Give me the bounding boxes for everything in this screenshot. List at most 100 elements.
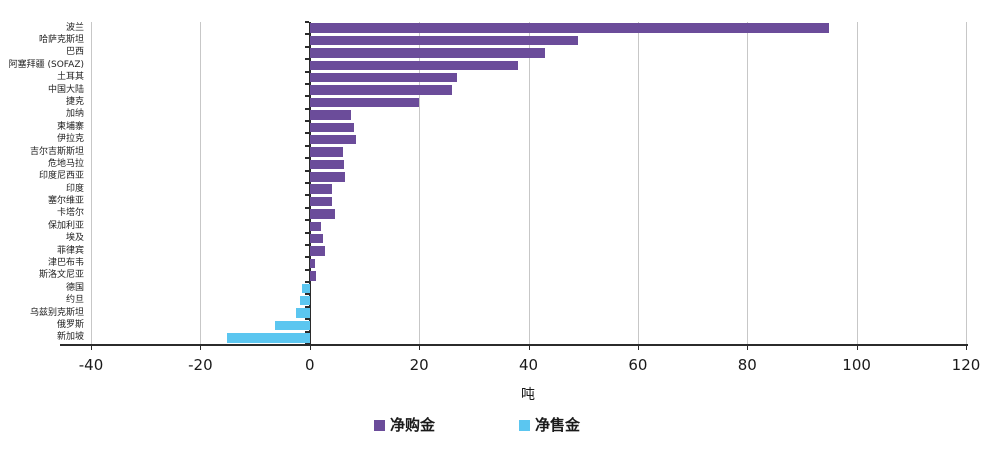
- bar: [309, 122, 355, 133]
- category-axis-tick: [304, 231, 309, 234]
- category-label: 津巴布韦: [47, 258, 84, 268]
- x-axis-tick: [856, 346, 858, 350]
- category-label: 阿塞拜疆 (SOFAZ): [8, 59, 84, 70]
- x-tick-label: 100: [842, 356, 871, 374]
- category-label: 波兰: [65, 22, 84, 33]
- category-label: 新加坡: [56, 332, 84, 343]
- bar: [309, 271, 317, 281]
- category-label: 塞尔维亚: [47, 196, 84, 207]
- category-axis-tick: [304, 343, 309, 345]
- bar: [309, 246, 325, 256]
- category-axis-tick: [304, 132, 309, 135]
- x-tick-label: 80: [737, 356, 757, 374]
- category-label: 俄罗斯: [56, 319, 84, 330]
- category-axis-tick: [304, 268, 309, 271]
- category-label: 约旦: [65, 295, 84, 306]
- bar: [309, 233, 323, 244]
- category-axis-tick: [304, 318, 309, 321]
- legend-label-sales: 净售金: [535, 416, 581, 434]
- category-axis-tick: [304, 243, 309, 246]
- bar: [309, 48, 545, 58]
- legend-label-purchases: 净购金: [390, 416, 436, 434]
- category-axis-tick: [304, 95, 309, 98]
- bar: [309, 23, 830, 33]
- bar: [300, 295, 310, 306]
- x-axis-tick: [419, 346, 421, 350]
- gridline: [528, 22, 530, 344]
- x-axis-tick: [747, 346, 749, 350]
- category-label: 哈萨克斯坦: [38, 35, 84, 46]
- category-label: 吉尔吉斯斯坦: [29, 146, 84, 157]
- bar: [309, 159, 345, 170]
- category-label: 捷克: [65, 97, 84, 107]
- zero-axis-line: [308, 22, 311, 344]
- category-axis-tick: [304, 293, 309, 296]
- bar: [309, 85, 452, 95]
- bar: [302, 283, 310, 294]
- legend-swatch-sales-icon: [519, 420, 530, 431]
- category-axis-tick: [304, 219, 309, 222]
- gridline: [637, 22, 639, 344]
- category-axis-tick: [304, 281, 309, 284]
- gridline: [747, 22, 749, 344]
- bar: [309, 147, 343, 157]
- legend-item-sales: 净售金: [519, 418, 580, 433]
- category-label: 埃及: [65, 233, 84, 244]
- category-axis-tick: [304, 107, 309, 110]
- category-axis-tick: [304, 194, 309, 197]
- category-label: 巴西: [65, 47, 84, 58]
- bar: [309, 72, 458, 83]
- bar: [309, 97, 420, 108]
- category-label: 菲律宾: [56, 245, 84, 256]
- x-tick-label: 20: [409, 356, 429, 374]
- category-label: 德国: [65, 282, 84, 293]
- gridline: [419, 22, 421, 344]
- bar: [309, 184, 332, 194]
- x-tick-label: 120: [951, 356, 981, 374]
- category-axis-tick: [304, 256, 309, 259]
- x-tick-label: 40: [518, 356, 539, 374]
- bar: [309, 196, 333, 207]
- category-axis-tick: [304, 157, 309, 160]
- x-axis-tick: [528, 346, 530, 350]
- category-axis-tick: [304, 70, 309, 73]
- legend-swatch-purchases-icon: [374, 420, 385, 431]
- x-tick-label: -40: [78, 356, 104, 374]
- bar: [309, 134, 357, 145]
- x-tick-label: 60: [628, 356, 648, 374]
- gridline: [200, 22, 202, 344]
- legend-item-purchases: 净购金: [374, 418, 435, 433]
- x-tick-label: -20: [188, 356, 213, 374]
- category-label: 乌兹别克斯坦: [29, 307, 84, 318]
- bar: [295, 308, 310, 318]
- gridline: [91, 22, 92, 344]
- category-label: 加纳: [65, 109, 84, 120]
- category-label: 印度: [65, 183, 84, 194]
- gridline: [966, 22, 967, 344]
- category-axis-tick: [304, 58, 309, 61]
- category-label: 柬埔寨: [56, 121, 84, 132]
- bar: [227, 333, 310, 343]
- category-label: 印度尼西亚: [38, 171, 84, 182]
- category-label: 伊拉克: [56, 134, 84, 145]
- x-axis-line: [60, 344, 968, 346]
- bar: [309, 209, 335, 219]
- category-label: 保加利亚: [47, 220, 84, 231]
- x-axis-tick: [637, 346, 639, 350]
- x-axis-title: 吨: [521, 387, 535, 403]
- bar: [274, 320, 310, 331]
- category-axis-tick: [304, 45, 309, 48]
- bar: [309, 221, 322, 232]
- x-axis-tick: [966, 346, 967, 350]
- x-axis-tick: [200, 346, 202, 350]
- bar: [309, 172, 346, 182]
- bar: [309, 35, 578, 46]
- category-axis-tick: [304, 206, 309, 209]
- category-label: 土耳其: [56, 72, 84, 83]
- category-axis-tick: [304, 144, 309, 147]
- category-axis-tick: [304, 305, 309, 308]
- category-axis-tick: [304, 33, 309, 36]
- gridline: [856, 22, 858, 344]
- category-axis-tick: [304, 82, 309, 85]
